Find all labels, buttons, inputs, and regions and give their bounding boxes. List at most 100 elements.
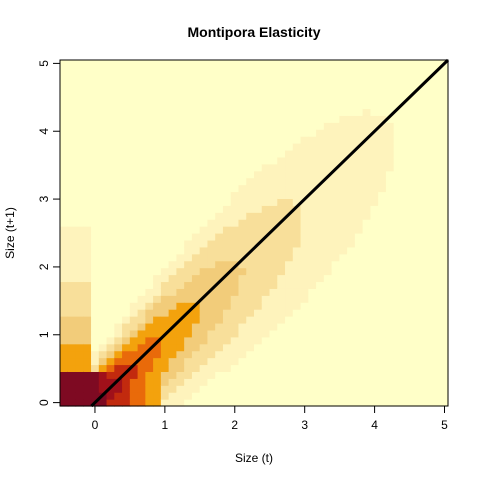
heatmap-cell <box>254 198 263 206</box>
heatmap-cell <box>114 205 123 213</box>
heatmap-cell <box>145 233 154 241</box>
heatmap-cell <box>238 295 247 303</box>
heatmap-cell <box>362 288 371 296</box>
heatmap-cell <box>339 336 348 345</box>
heatmap-cell <box>254 136 263 144</box>
heatmap-cell <box>347 212 356 220</box>
heatmap-cell <box>122 357 131 366</box>
heatmap-cell <box>106 143 115 151</box>
heatmap-cell <box>160 274 170 283</box>
heatmap-cell <box>331 136 340 144</box>
heatmap-cell <box>339 94 348 103</box>
heatmap-cell <box>316 295 325 303</box>
heatmap-cell <box>416 371 426 379</box>
heatmap-cell <box>401 336 410 345</box>
heatmap-cell <box>323 281 333 289</box>
heatmap-cell <box>362 191 371 199</box>
heatmap-cell <box>75 267 84 276</box>
heatmap-cell <box>207 94 216 103</box>
heatmap-cell <box>254 392 263 400</box>
heatmap-cell <box>67 343 77 352</box>
heatmap-cell <box>230 219 240 227</box>
heatmap-cell <box>409 73 418 82</box>
heatmap-cell <box>331 239 340 248</box>
heatmap-cell <box>362 371 371 379</box>
heatmap-cell <box>424 316 434 324</box>
heatmap-cell <box>385 309 395 317</box>
heatmap-cell <box>160 163 170 172</box>
heatmap-cell <box>83 149 92 158</box>
heatmap-cell <box>347 177 356 186</box>
heatmap-cell <box>122 177 131 186</box>
heatmap-cell <box>129 392 139 400</box>
heatmap-cell <box>362 239 371 248</box>
heatmap-cell <box>277 260 286 269</box>
heatmap-cell <box>222 316 232 324</box>
heatmap-cell <box>199 143 209 151</box>
heatmap-cell <box>238 385 247 393</box>
heatmap-cell <box>91 260 100 269</box>
heatmap-cell <box>153 212 162 220</box>
heatmap-cell <box>277 143 286 151</box>
heatmap-cell <box>168 87 177 96</box>
heatmap-cell <box>424 295 434 303</box>
heatmap-cell <box>331 122 340 130</box>
heatmap-cell <box>129 302 139 310</box>
heatmap-cell <box>261 60 271 68</box>
heatmap-cell <box>176 302 185 310</box>
heatmap-cell <box>409 219 418 227</box>
heatmap-cell <box>285 143 294 151</box>
heatmap-cell <box>347 260 356 269</box>
heatmap-cell <box>393 143 403 151</box>
heatmap-cell <box>168 274 177 283</box>
heatmap-cell <box>424 205 434 213</box>
heatmap-cell <box>370 115 379 123</box>
heatmap-cell <box>184 156 193 165</box>
heatmap-cell <box>370 364 379 372</box>
heatmap-cell <box>432 94 441 103</box>
heatmap-cell <box>145 392 154 400</box>
heatmap-cell <box>354 350 364 359</box>
heatmap-cell <box>184 239 193 248</box>
heatmap-cell <box>300 281 309 289</box>
heatmap-cell <box>160 239 170 248</box>
heatmap-cell <box>75 73 84 82</box>
heatmap-cell <box>199 198 209 206</box>
heatmap-cell <box>83 260 92 269</box>
heatmap-cell <box>215 392 224 400</box>
heatmap-cell <box>106 87 115 96</box>
heatmap-cell <box>323 108 333 116</box>
heatmap-cell <box>300 108 309 116</box>
heatmap-cell <box>106 94 115 103</box>
heatmap-cell <box>160 177 170 186</box>
heatmap-cell <box>354 136 364 144</box>
heatmap-cell <box>153 274 162 283</box>
heatmap-cell <box>246 122 255 130</box>
heatmap-cell <box>277 316 286 324</box>
heatmap-cell <box>222 357 232 366</box>
heatmap-cell <box>176 267 185 276</box>
heatmap-cell <box>145 288 154 296</box>
heatmap-cell <box>230 322 240 331</box>
heatmap-cell <box>440 129 449 137</box>
heatmap-cell <box>285 364 294 372</box>
heatmap-cell <box>401 149 410 158</box>
heatmap-cell <box>215 336 224 345</box>
heatmap-cell <box>238 129 247 137</box>
heatmap-cell <box>269 371 278 379</box>
heatmap-cell <box>145 143 154 151</box>
heatmap-cell <box>199 399 209 407</box>
heatmap-cell <box>308 184 317 193</box>
heatmap-cell <box>114 295 123 303</box>
heatmap-cell <box>122 385 131 393</box>
heatmap-cell <box>207 80 216 89</box>
heatmap-cell <box>83 198 92 206</box>
heatmap-cell <box>215 316 224 324</box>
heatmap-cell <box>393 288 403 296</box>
heatmap-cell <box>137 239 146 248</box>
heatmap-cell <box>122 156 131 165</box>
heatmap-cell <box>145 205 154 213</box>
heatmap-cell <box>339 274 348 283</box>
heatmap-cell <box>354 253 364 262</box>
heatmap-cell <box>222 371 232 379</box>
